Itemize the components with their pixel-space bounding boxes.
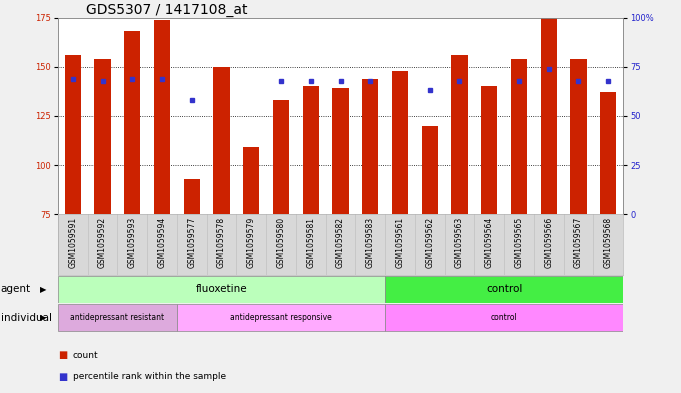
Text: GSM1059583: GSM1059583 xyxy=(366,217,375,268)
Text: percentile rank within the sample: percentile rank within the sample xyxy=(73,373,226,381)
Text: GSM1059568: GSM1059568 xyxy=(604,217,613,268)
Text: ▶: ▶ xyxy=(39,313,46,322)
Bar xyxy=(570,59,586,214)
Text: GSM1059567: GSM1059567 xyxy=(574,217,583,268)
Bar xyxy=(385,275,623,303)
Bar xyxy=(452,55,468,214)
Text: GSM1059564: GSM1059564 xyxy=(485,217,494,268)
Bar xyxy=(184,179,200,214)
Bar xyxy=(65,55,81,214)
Text: GSM1059582: GSM1059582 xyxy=(336,217,345,268)
Bar xyxy=(385,304,623,331)
Text: fluoxetine: fluoxetine xyxy=(195,284,247,294)
Text: ■: ■ xyxy=(58,350,67,360)
Bar xyxy=(422,126,438,214)
Text: control: control xyxy=(486,284,522,294)
Text: GSM1059562: GSM1059562 xyxy=(425,217,434,268)
Text: antidepressant resistant: antidepressant resistant xyxy=(70,313,164,322)
Text: count: count xyxy=(73,351,99,360)
Bar xyxy=(58,304,177,331)
Bar xyxy=(273,100,289,214)
Bar xyxy=(213,67,229,214)
Text: GSM1059563: GSM1059563 xyxy=(455,217,464,268)
Text: GSM1059592: GSM1059592 xyxy=(98,217,107,268)
Text: GSM1059580: GSM1059580 xyxy=(276,217,285,268)
Bar xyxy=(58,275,385,303)
Bar xyxy=(392,71,408,214)
Bar xyxy=(154,20,170,214)
Text: GSM1059581: GSM1059581 xyxy=(306,217,315,268)
Text: GSM1059579: GSM1059579 xyxy=(247,217,256,268)
Bar xyxy=(332,88,349,214)
Text: ▶: ▶ xyxy=(39,285,46,294)
Text: GSM1059566: GSM1059566 xyxy=(544,217,553,268)
Text: GDS5307 / 1417108_at: GDS5307 / 1417108_at xyxy=(86,3,248,17)
Bar xyxy=(124,31,140,214)
Bar xyxy=(600,92,616,214)
Text: GSM1059593: GSM1059593 xyxy=(128,217,137,268)
Text: agent: agent xyxy=(1,284,31,294)
Text: GSM1059565: GSM1059565 xyxy=(514,217,524,268)
Text: GSM1059594: GSM1059594 xyxy=(157,217,167,268)
Bar xyxy=(362,79,379,214)
Text: GSM1059591: GSM1059591 xyxy=(68,217,77,268)
Bar xyxy=(541,18,557,214)
Text: GSM1059561: GSM1059561 xyxy=(396,217,405,268)
Bar xyxy=(177,304,385,331)
Text: control: control xyxy=(491,313,518,322)
Bar xyxy=(481,86,497,214)
Text: individual: individual xyxy=(1,312,52,323)
Bar xyxy=(511,59,527,214)
Text: ■: ■ xyxy=(58,372,67,382)
Text: GSM1059578: GSM1059578 xyxy=(217,217,226,268)
Bar xyxy=(302,86,319,214)
Bar xyxy=(243,147,259,214)
Bar xyxy=(95,59,111,214)
Text: GSM1059577: GSM1059577 xyxy=(187,217,196,268)
Text: antidepressant responsive: antidepressant responsive xyxy=(230,313,332,322)
